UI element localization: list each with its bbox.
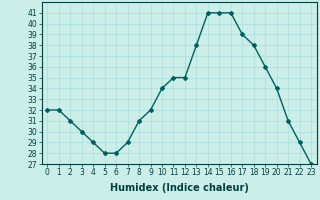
X-axis label: Humidex (Indice chaleur): Humidex (Indice chaleur) (110, 183, 249, 193)
